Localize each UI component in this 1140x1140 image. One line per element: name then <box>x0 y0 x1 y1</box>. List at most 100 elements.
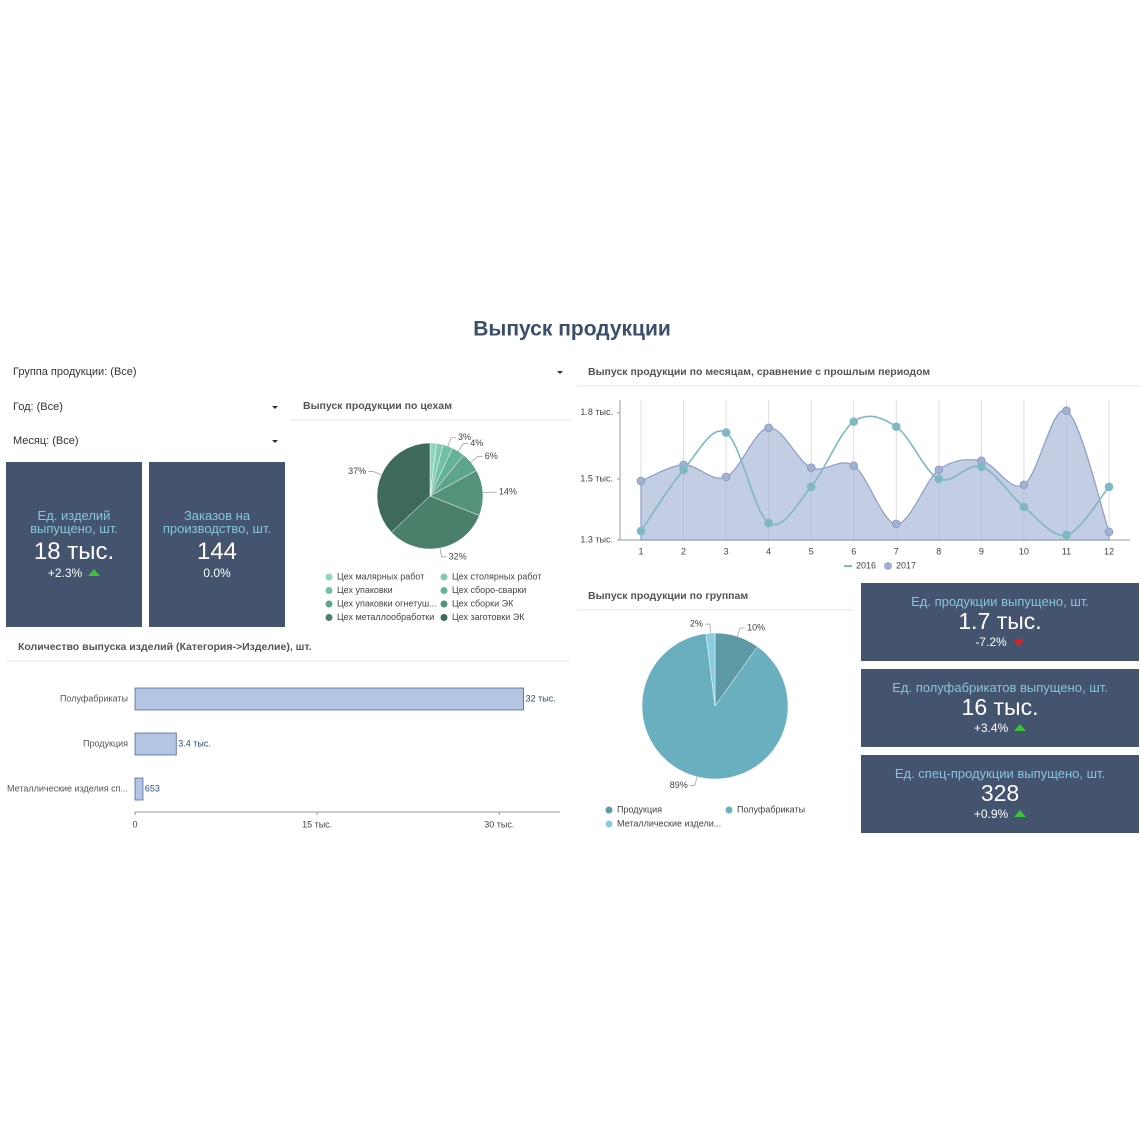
point <box>764 423 773 433</box>
y-tick-label: 1.3 тыс. <box>580 534 613 544</box>
legend-label: Цех сборки ЭК <box>452 598 514 608</box>
leader-line <box>737 627 746 637</box>
slice-label: 4% <box>470 438 483 448</box>
legend-swatch <box>440 587 448 594</box>
point <box>1062 530 1071 540</box>
point <box>636 476 646 486</box>
card-title: Выпуск продукции по месяцам, сравнение с… <box>588 366 930 378</box>
legend-swatch <box>325 600 333 608</box>
legend-swatch <box>440 600 448 608</box>
slice-label: 37% <box>348 466 366 476</box>
page-title: Выпуск продукции <box>473 318 671 341</box>
value-label: 653 <box>145 783 160 793</box>
kpi-card: Ед. полуфабрикатов выпущено, шт. 16 тыс. +… <box>861 669 1139 747</box>
kpi-delta-text: +2.3% <box>47 565 83 580</box>
x-tick-label: 0 <box>132 819 137 829</box>
y-tick-label: 1.8 тыс. <box>580 407 613 417</box>
legend-label: 2016 <box>856 560 876 570</box>
leader-line <box>482 491 497 494</box>
value-label: 3.4 тыс. <box>178 738 211 748</box>
category-label: Полуфабрикаты <box>60 693 128 703</box>
point <box>1062 406 1071 415</box>
legend-swatch <box>325 614 333 621</box>
point <box>934 465 944 475</box>
kpi-delta: +2.3% <box>47 565 101 581</box>
kpi-label: Ед. изделий выпущено, шт. <box>30 507 118 536</box>
legend-swatch <box>325 587 333 594</box>
x-tick-label: 9 <box>979 546 984 556</box>
x-tick-label: 1 <box>638 546 643 556</box>
point <box>1019 480 1029 490</box>
kpi-delta-text: 0.0% <box>203 565 231 580</box>
leader-line <box>470 456 483 463</box>
dropdown-arrow[interactable] <box>557 371 563 374</box>
slice-label: 2% <box>690 619 703 629</box>
pie-slice <box>641 633 789 780</box>
point <box>721 428 731 437</box>
legend-swatch <box>884 562 892 570</box>
dropdown-arrow[interactable] <box>272 406 278 409</box>
x-tick-label: 12 <box>1104 546 1114 556</box>
x-tick-label: 8 <box>936 546 941 556</box>
point <box>1104 527 1114 537</box>
leader-line <box>368 471 382 476</box>
kpi-label: Ед. полуфабрикатов выпущено, шт. <box>892 679 1108 695</box>
x-tick-label: 30 тыс. <box>484 819 514 829</box>
slice-label: 6% <box>485 451 498 461</box>
legend-label: Цех заготовки ЭК <box>452 612 525 622</box>
leader-line <box>458 443 469 452</box>
legend-swatch <box>440 573 448 581</box>
filter-label[interactable]: Группа продукции: (Все) <box>13 366 137 378</box>
point <box>849 461 859 470</box>
x-tick-label: 5 <box>809 546 814 556</box>
slice-label: 89% <box>670 780 688 790</box>
category-label: Продукция <box>83 738 128 748</box>
legend-label: Полуфабрикаты <box>737 804 805 814</box>
point <box>806 482 816 492</box>
bar <box>134 777 144 801</box>
legend-label: Цех упаковки <box>337 585 393 595</box>
kpi-delta: +0.9% <box>973 806 1027 822</box>
kpi-delta: 0.0% <box>203 565 230 581</box>
x-tick-label: 2 <box>681 546 686 556</box>
dropdown-arrow[interactable] <box>272 440 278 443</box>
kpi-value: 18 тыс. <box>33 537 115 565</box>
slice-label: 32% <box>449 551 467 561</box>
kpi-delta: +3.4% <box>974 720 1027 736</box>
point <box>1019 502 1029 512</box>
kpi-value: 1.7 тыс. <box>958 607 1042 634</box>
kpi-value: 328 <box>980 779 1020 806</box>
legend-swatch <box>605 806 613 814</box>
point <box>1104 482 1114 492</box>
kpi-label: Ед. спец-продукции выпущено, шт. <box>894 765 1106 781</box>
legend-swatch <box>725 806 733 814</box>
x-tick-label: 3 <box>724 546 729 556</box>
card-title: Количество выпуска изделий (Категория->И… <box>18 641 312 653</box>
legend-label: Цех столярных работ <box>452 571 541 581</box>
pie-slice <box>391 495 480 550</box>
filter-label[interactable]: Месяц: (Все) <box>13 435 79 447</box>
pie-slice <box>376 442 431 533</box>
kpi-card: Ед. изделий выпущено, шт. 18 тыс. +2.3% <box>6 462 142 627</box>
x-tick-label: 7 <box>894 546 899 556</box>
card-title: Выпуск продукции по цехам <box>303 400 452 412</box>
kpi-value: 16 тыс. <box>961 693 1039 720</box>
leader-line <box>689 776 698 786</box>
x-tick-label: 15 тыс. <box>302 819 332 829</box>
point <box>977 462 986 471</box>
kpi-label: Ед. продукции выпущено, шт. <box>911 593 1089 609</box>
point <box>891 519 901 529</box>
filter-label[interactable]: Год: (Все) <box>13 401 63 413</box>
slice-label: 10% <box>747 622 765 632</box>
kpi-delta-text: +0.9% <box>973 806 1009 821</box>
trend-arrow <box>1012 638 1025 646</box>
legend-label: Цех сборо-сварки <box>452 585 526 595</box>
trend-arrow <box>1014 723 1027 731</box>
kpi-delta: -7.2% <box>975 634 1025 650</box>
trend-arrow <box>1014 809 1027 817</box>
kpi-card: Ед. спец-продукции выпущено, шт. 328 +0.9% <box>861 755 1139 833</box>
point <box>891 422 901 432</box>
y-tick-label: 1.5 тыс. <box>580 473 613 483</box>
legend-swatch <box>605 820 613 828</box>
value-label: 32 тыс. <box>526 693 556 703</box>
